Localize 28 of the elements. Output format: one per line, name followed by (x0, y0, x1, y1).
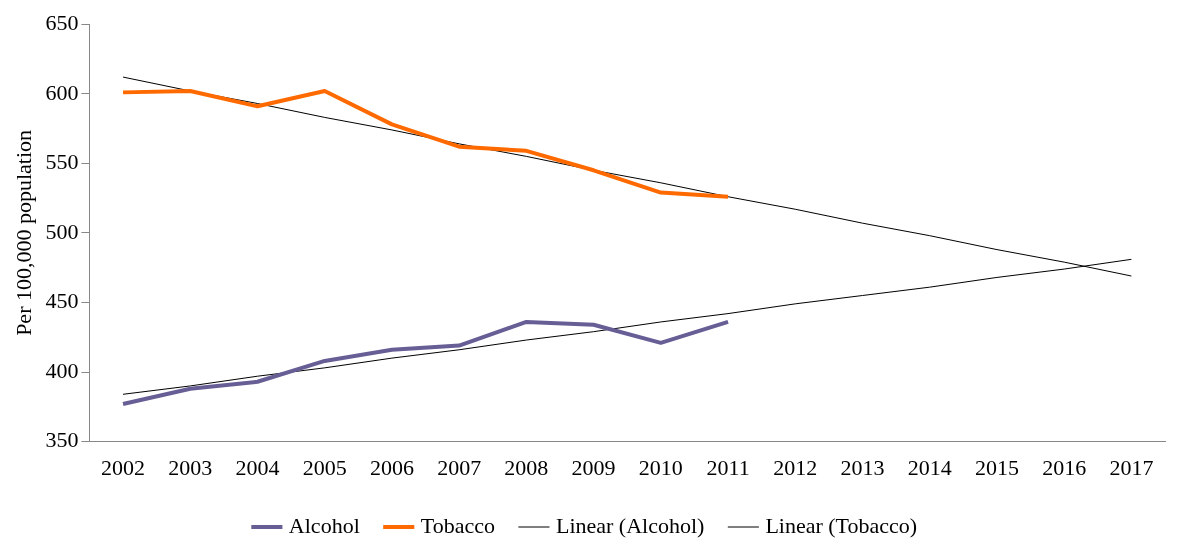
y-axis-title: Per 100,000 population (10, 129, 36, 336)
legend-label: Tobacco (420, 512, 495, 538)
y-tick-label: 600 (45, 79, 79, 105)
x-tick-label: 2002 (101, 454, 146, 480)
y-tick-label: 450 (45, 288, 79, 314)
x-tick-label: 2010 (638, 454, 683, 480)
x-tick-label: 2016 (1042, 454, 1087, 480)
y-tick-label: 500 (45, 218, 79, 244)
x-tick-label: 2008 (504, 454, 549, 480)
x-tick-label: 2017 (1109, 454, 1154, 480)
y-tick-label: 650 (45, 9, 79, 35)
y-tick-label: 350 (45, 427, 79, 453)
x-tick-label: 2005 (302, 454, 347, 480)
x-tick-label: 2007 (437, 454, 482, 480)
x-tick-label: 2009 (571, 454, 616, 480)
x-tick-label: 2013 (840, 454, 885, 480)
y-tick-label: 400 (45, 357, 79, 383)
legend-label: Alcohol (288, 512, 360, 538)
y-tick-label: 550 (45, 149, 79, 175)
x-tick-label: 2015 (974, 454, 1019, 480)
x-tick-label: 2003 (168, 454, 213, 480)
x-tick-label: 2012 (773, 454, 818, 480)
x-tick-label: 2006 (369, 454, 414, 480)
legend-label: Linear (Tobacco) (765, 512, 918, 538)
x-tick-label: 2004 (235, 454, 280, 480)
legend-label: Linear (Alcohol) (555, 512, 705, 538)
x-tick-label: 2011 (706, 454, 750, 480)
x-tick-label: 2014 (907, 454, 952, 480)
